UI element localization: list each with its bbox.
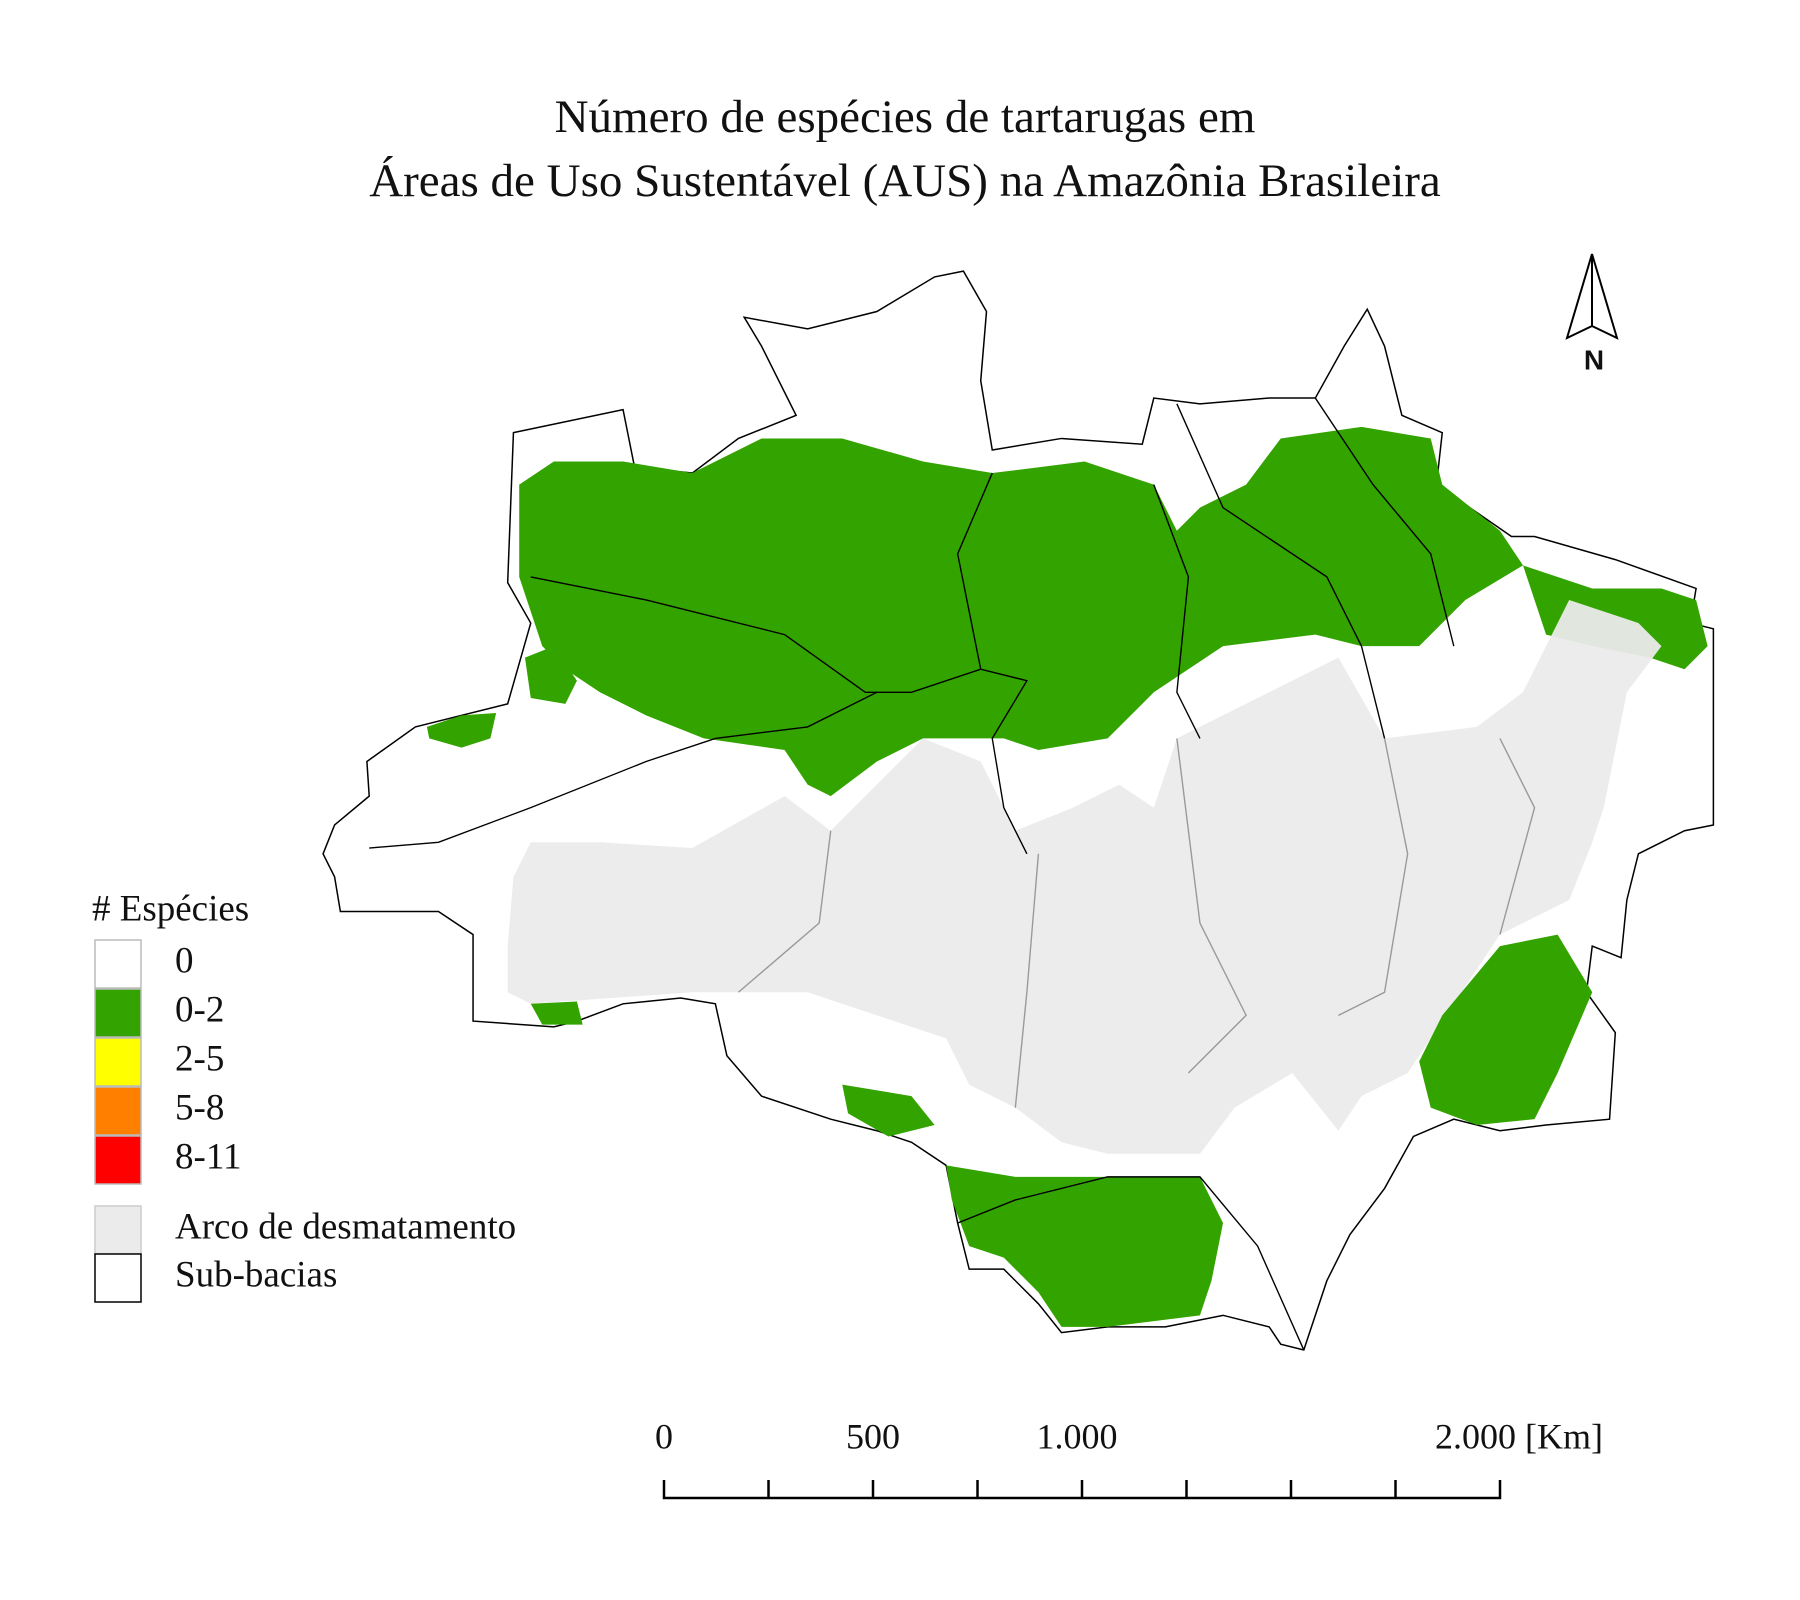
sub-basin-line — [369, 691, 878, 849]
scale-label: 0 — [655, 1416, 673, 1456]
sub-basin-line — [1314, 397, 1455, 647]
green-area — [524, 646, 577, 704]
legend-label: 0-2 — [175, 989, 224, 1030]
legend-swatch — [94, 1135, 142, 1185]
sub-basin-lines — [369, 397, 1455, 1351]
legend-swatch — [94, 988, 142, 1038]
sub-basin-line — [1014, 853, 1040, 1108]
sub-basin-line — [956, 472, 993, 670]
scale-label: 2.000 [Km] — [1435, 1416, 1603, 1456]
green-area — [1419, 934, 1593, 1125]
legend-label: 2-5 — [175, 1038, 224, 1079]
sub-basin-line — [1499, 738, 1536, 935]
legend: # Espécies 0 0-2 2-5 5-8 8-11 Arco de desmata… — [92, 888, 516, 1303]
sub-basin-line — [1176, 738, 1247, 1074]
legend-label: 8-11 — [175, 1136, 241, 1177]
legend-label: Arco de desmatamento — [175, 1206, 516, 1247]
green-area — [946, 1165, 1224, 1327]
sub-basin-line — [1176, 403, 1386, 739]
deforestation-arc — [507, 599, 1662, 1154]
scale-bar: 0 500 1.000 2.000 [Km] — [655, 1416, 1603, 1500]
sub-basin-lines-arc — [737, 738, 1536, 1108]
legend-label: Sub-bacias — [175, 1254, 337, 1295]
legend-swatch — [94, 1205, 142, 1255]
sub-basin-line — [1153, 484, 1201, 739]
north-label: N — [1584, 344, 1604, 375]
sub-basin-line — [957, 1176, 1305, 1351]
legend-swatch — [94, 1086, 142, 1136]
legend-label: 5-8 — [175, 1087, 224, 1128]
sub-basin-line — [530, 576, 1028, 855]
sub-basin-line — [1338, 738, 1409, 1016]
north-arrow-left — [1565, 253, 1593, 340]
green-area — [426, 713, 497, 748]
green-area — [519, 426, 1524, 797]
legend-swatch — [94, 1037, 142, 1087]
title-line: Número de espécies de tartarugas em — [555, 91, 1256, 143]
title-line: Áreas de Uso Sustentável (AUS) na Amazôn… — [369, 155, 1441, 207]
north-arrow-right — [1591, 253, 1619, 340]
legend-label: 0 — [175, 940, 194, 981]
legend-title: # Espécies — [92, 888, 249, 929]
map — [322, 270, 1715, 1351]
green-area — [530, 1001, 935, 1137]
sub-basin-line — [737, 830, 832, 993]
scale-label: 500 — [846, 1416, 900, 1456]
legend-swatch — [94, 1253, 142, 1303]
north-arrow: N — [1565, 253, 1619, 375]
legend-swatch — [94, 939, 142, 989]
scale-label: 1.000 — [1037, 1416, 1118, 1456]
